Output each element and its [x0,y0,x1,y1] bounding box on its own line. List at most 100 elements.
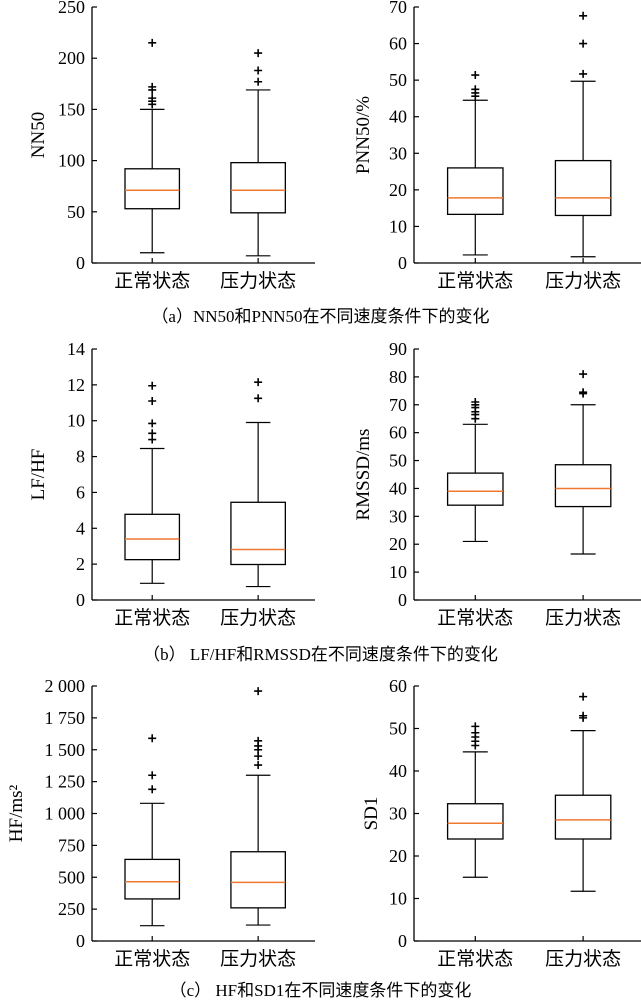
outlier-marker [148,429,157,438]
iqr-box [230,851,286,909]
iqr-box [554,159,612,217]
x-tick-label: 正常状态 [114,270,190,292]
chart-panel-c-right: 0 10 20 30 40 50 60 SD1 正常状态 压力状态 [361,676,641,970]
y-tick-label: 60 [389,676,407,696]
y-axis-label: HF/ms² [6,784,27,842]
outlier-marker [148,381,157,390]
y-tick-label: 30 [389,506,407,526]
outlier-marker [471,722,480,731]
box-normal [124,381,181,584]
y-tick-label: 0 [76,253,85,273]
outlier-marker [579,11,588,20]
iqr-box [554,464,612,508]
iqr-box [446,167,504,216]
x-tick-label: 压力状态 [220,270,296,292]
outlier-marker [148,396,157,405]
y-tick-label: 0 [76,931,85,951]
y-tick-label: 40 [389,761,407,781]
outlier-marker [148,734,157,743]
outlier-marker [148,785,157,794]
y-tick-label: 1 750 [45,708,86,728]
y-tick-label: 250 [58,899,85,919]
outlier-marker [254,761,263,770]
x-tick-label: 正常状态 [437,948,513,970]
outlier-marker [471,397,480,406]
chart-panel-a-right: 0 10 20 30 40 50 60 70 PNN50/% 正常状态 压力状态 [353,0,641,292]
outlier-marker [148,94,157,103]
box-normal [124,734,181,927]
y-tick-label: 60 [389,34,407,54]
y-axis-label: PNN50/% [353,96,374,174]
y-tick-label: 30 [389,143,407,163]
outlier-marker [148,419,157,428]
x-tick-label: 压力状态 [545,948,621,970]
iqr-box [446,472,504,506]
y-tick-label: 0 [398,590,407,610]
figure-caption: （c） HF和SD1在不同速度条件下的变化 [170,981,472,1000]
y-tick-label: 0 [76,590,85,610]
box-stress [554,370,612,555]
outlier-marker [579,39,588,48]
outlier-marker [254,378,263,387]
y-tick-label: 50 [389,451,407,471]
outlier-marker [254,77,263,86]
y-tick-label: 14 [67,339,85,359]
outlier-marker [148,38,157,47]
y-tick-label: 90 [389,339,407,359]
iqr-box [124,168,181,210]
outlier-marker [254,736,263,745]
y-tick-label: 10 [389,562,407,582]
y-tick-label: 80 [389,367,407,387]
outlier-marker [579,692,588,701]
outlier-marker [579,711,588,720]
box-normal [124,38,181,254]
outlier-marker [471,85,480,94]
y-tick-label: 10 [389,216,407,236]
y-tick-label: 20 [389,180,407,200]
box-stress [230,687,286,926]
x-tick-label: 压力状态 [220,607,296,629]
y-tick-label: 0 [398,931,407,951]
chart-panel-c-left: 0 250 500 750 1 000 1 250 1 500 1 750 2 000 HF/ms… [6,676,315,970]
y-tick-label: 4 [76,518,85,538]
iqr-box [446,803,504,840]
x-tick-label: 正常状态 [437,607,513,629]
x-tick-label: 正常状态 [437,270,513,292]
y-tick-label: 30 [389,804,407,824]
outlier-marker [579,370,588,379]
y-tick-label: 50 [67,202,85,222]
figure-caption: （b） LF/HF和RMSSD在不同速度条件下的变化 [143,645,498,664]
y-tick-label: 2 [76,554,85,574]
iqr-box [554,794,612,840]
y-tick-label: 50 [389,70,407,90]
y-tick-label: 100 [58,151,85,171]
x-tick-label: 压力状态 [545,270,621,292]
outlier-marker [254,687,263,696]
chart-panel-b-left: 0 2 4 6 8 10 12 14 LF/HF 正常状态 压力状态 [28,339,315,629]
y-tick-label: 20 [389,534,407,554]
y-tick-label: 40 [389,107,407,127]
y-axis-label: LF/HF [28,449,49,501]
y-tick-label: 70 [389,0,407,17]
y-tick-label: 200 [58,48,85,68]
iqr-box [230,501,286,566]
iqr-box [230,161,286,214]
x-tick-label: 正常状态 [114,948,190,970]
y-tick-label: 750 [58,835,85,855]
y-tick-label: 50 [389,719,407,739]
y-tick-label: 1 250 [45,772,86,792]
outlier-marker [254,49,263,58]
iqr-box [124,858,181,900]
y-tick-label: 250 [58,0,85,17]
y-tick-label: 2 000 [45,676,86,696]
box-stress [554,692,612,892]
y-tick-label: 12 [67,375,85,395]
box-stress [230,49,286,257]
outlier-marker [579,69,588,78]
y-tick-label: 1 500 [45,740,86,760]
outlier-marker [148,771,157,780]
y-tick-label: 500 [58,867,85,887]
box-normal [446,71,504,256]
y-tick-label: 8 [76,447,85,467]
